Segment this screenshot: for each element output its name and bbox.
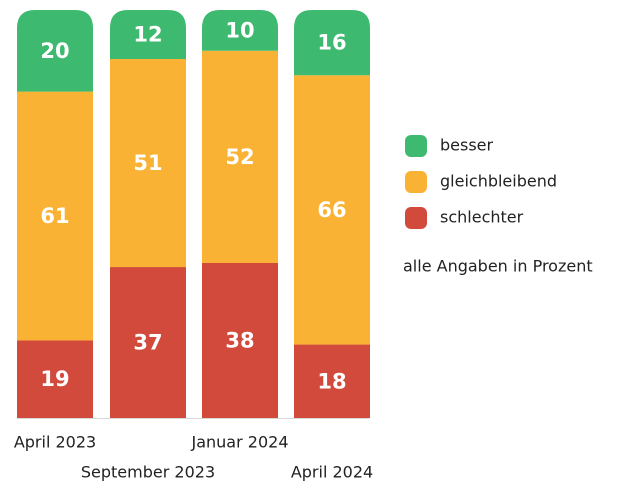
- bar-segment: [202, 10, 278, 51]
- bar-segment: [17, 10, 93, 92]
- legend-swatch: [405, 135, 427, 157]
- legend-label: schlechter: [440, 208, 524, 227]
- bar-segment: [294, 75, 370, 345]
- legend-label: besser: [440, 136, 494, 155]
- data-label: 18: [317, 369, 346, 393]
- data-label: 38: [225, 328, 254, 352]
- bar-segment: [17, 91, 93, 341]
- data-label: 10: [225, 18, 254, 42]
- bar-segment: [294, 344, 370, 418]
- legend-swatch: [405, 171, 427, 193]
- data-label: 19: [40, 367, 69, 391]
- x-tick-label: April 2023: [14, 433, 96, 452]
- data-label: 20: [40, 39, 69, 63]
- x-tick-label: September 2023: [81, 463, 215, 482]
- bar-segment: [110, 58, 186, 268]
- data-label: 51: [133, 151, 162, 175]
- bar-segment: [202, 50, 278, 263]
- data-label: 12: [133, 22, 162, 46]
- bar-segment: [110, 10, 186, 59]
- data-label: 66: [317, 198, 346, 222]
- legend-swatch: [405, 207, 427, 229]
- note: alle Angaben in Prozent: [403, 257, 593, 276]
- bar-segment: [110, 267, 186, 418]
- data-label: 16: [317, 31, 346, 55]
- legend-label: gleichbleibend: [440, 172, 557, 191]
- bar-segment: [17, 340, 93, 418]
- data-label: 37: [133, 331, 162, 355]
- data-label: 61: [40, 204, 69, 228]
- bar-segment: [202, 262, 278, 418]
- x-tick-label: April 2024: [291, 463, 373, 482]
- x-tick-label: Januar 2024: [191, 433, 289, 452]
- bar-segment: [294, 10, 370, 76]
- data-label: 52: [225, 145, 254, 169]
